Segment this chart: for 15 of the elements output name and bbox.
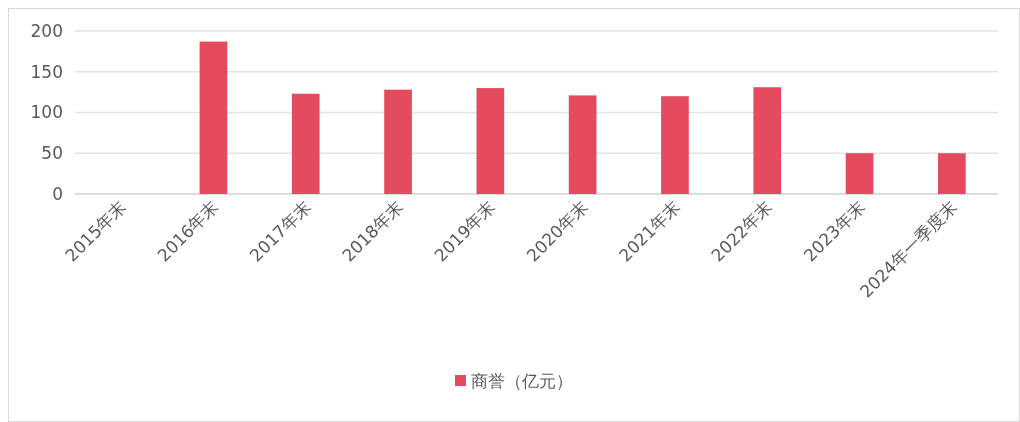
y-tick-label: 50 bbox=[41, 143, 63, 164]
bar bbox=[568, 95, 597, 194]
bar bbox=[291, 93, 320, 194]
bar bbox=[938, 153, 966, 194]
bar bbox=[384, 89, 412, 194]
y-tick-label: 200 bbox=[30, 20, 63, 41]
bar bbox=[753, 87, 782, 194]
bar bbox=[476, 88, 505, 194]
y-tick-label: 150 bbox=[30, 61, 63, 82]
bar bbox=[845, 153, 874, 194]
y-tick-label: 0 bbox=[52, 183, 63, 204]
legend-label: 商誉（亿元） bbox=[471, 370, 573, 391]
bar bbox=[661, 96, 689, 194]
y-tick-label: 100 bbox=[30, 102, 63, 123]
bar bbox=[199, 41, 228, 194]
